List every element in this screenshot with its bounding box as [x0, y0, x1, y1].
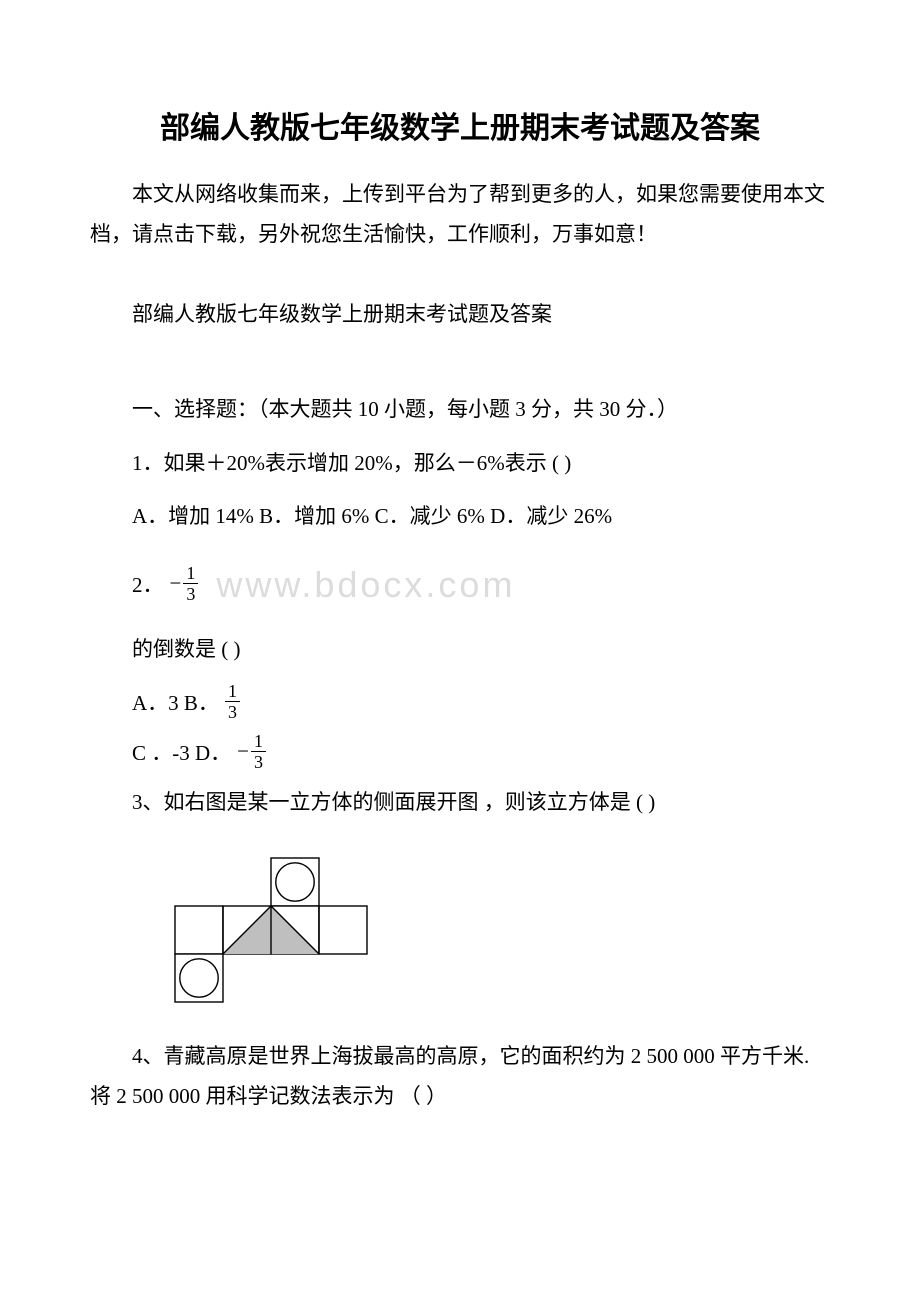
fraction-denominator: 3 — [225, 702, 240, 721]
fraction-numerator: 1 — [183, 564, 198, 584]
question-2-options-cd: C ．-3 D． − 1 3 — [132, 734, 830, 774]
question-2-text: 的倒数是 ( ) — [90, 630, 830, 670]
minus-sign: − — [237, 732, 249, 772]
question-3: 3、如右图是某一立方体的侧面展开图 ，则该立方体是 ( ) — [90, 783, 830, 823]
intro-text: 本文从网络收集而来，上传到平台为了帮到更多的人，如果您需要使用本文档，请点击下载… — [90, 175, 830, 255]
fraction-option-d: 1 3 — [251, 732, 266, 771]
question-2-stem: 2． − 1 3 www.bdocx.com — [132, 551, 830, 619]
option-a-b-label: A．3 B． — [132, 684, 219, 724]
question-2-options-ab: A．3 B． 1 3 — [132, 684, 830, 724]
question-1: 1．如果＋20%表示增加 20%，那么－6%表示 ( ) — [90, 444, 830, 484]
fraction-numerator: 1 — [225, 682, 240, 702]
question-1-options: A．增加 14% B．增加 6% C．减少 6% D．减少 26% — [90, 497, 830, 537]
fraction-numerator: 1 — [251, 732, 266, 752]
question-2-label: 2． — [132, 566, 164, 606]
cube-net-svg — [170, 853, 372, 1007]
cube-net-figure — [170, 853, 830, 1007]
fraction-option-b: 1 3 — [225, 682, 240, 721]
option-c-d-label: C ．-3 D． — [132, 734, 231, 774]
fraction-denominator: 3 — [251, 752, 266, 771]
fraction-one-third: 1 3 — [183, 564, 198, 603]
page-title: 部编人教版七年级数学上册期末考试题及答案 — [90, 100, 830, 157]
minus-sign: − — [170, 564, 182, 604]
question-4: 4、青藏高原是世界上海拔最高的高原，它的面积约为 2 500 000 平方千米.… — [90, 1037, 830, 1117]
watermark-text: www.bdocx.com — [216, 551, 515, 619]
fraction-denominator: 3 — [183, 584, 198, 603]
section-heading: 一、选择题：（本大题共 10 小题，每小题 3 分，共 30 分．） — [90, 390, 830, 430]
subtitle: 部编人教版七年级数学上册期末考试题及答案 — [90, 295, 830, 335]
